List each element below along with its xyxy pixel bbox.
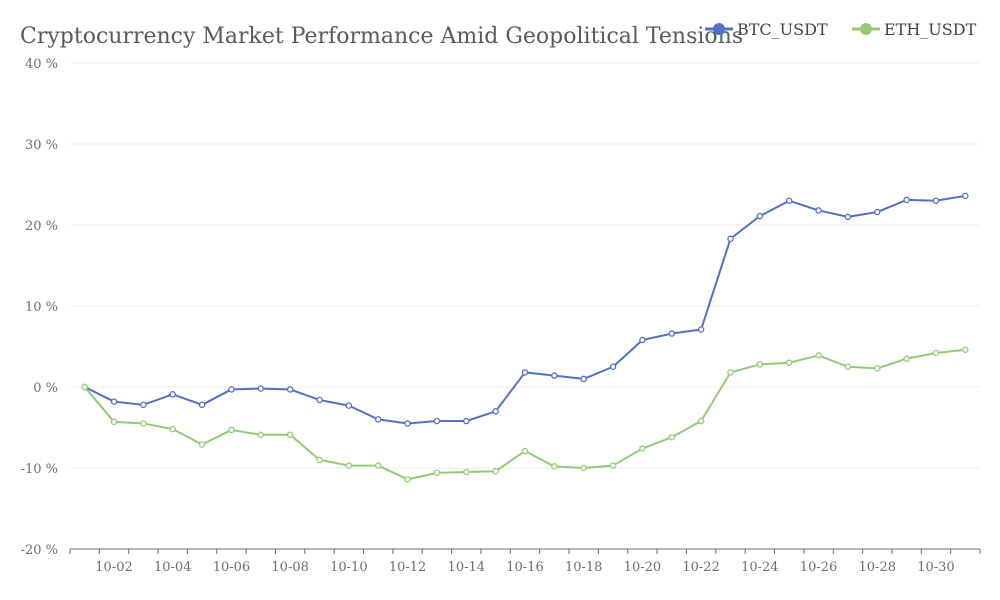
- data-point[interactable]: [81, 383, 88, 391]
- data-point[interactable]: [785, 359, 793, 366]
- y-tick-label: -20 %: [21, 543, 58, 558]
- y-tick-label: 0 %: [33, 381, 58, 396]
- data-point[interactable]: [844, 363, 852, 370]
- data-point[interactable]: [374, 462, 382, 469]
- series-btc-usdt: [81, 192, 969, 427]
- x-tick-label: 10-20: [624, 560, 661, 575]
- data-point[interactable]: [110, 398, 118, 405]
- x-tick-label: 10-12: [389, 560, 426, 575]
- data-point[interactable]: [639, 445, 646, 452]
- data-point[interactable]: [697, 417, 705, 425]
- x-tick-label: 10-06: [213, 560, 250, 575]
- data-point[interactable]: [198, 441, 206, 448]
- data-point[interactable]: [286, 431, 294, 439]
- data-point[interactable]: [169, 425, 176, 433]
- y-tick-label: 40 %: [25, 57, 58, 72]
- x-tick-label: 10-04: [154, 560, 191, 575]
- data-point[interactable]: [874, 365, 881, 372]
- data-point[interactable]: [609, 363, 617, 370]
- data-point[interactable]: [169, 391, 176, 398]
- data-point[interactable]: [727, 235, 734, 243]
- data-point[interactable]: [228, 426, 235, 434]
- y-axis: -20 % -10 % 0 % 10 % 20 % 30 % 40 %: [21, 57, 58, 558]
- legend-swatch-dot: [860, 23, 872, 35]
- data-point[interactable]: [844, 213, 852, 221]
- data-point[interactable]: [345, 402, 353, 409]
- x-tick-label: 10-14: [448, 560, 485, 575]
- series-layer: [81, 192, 969, 483]
- data-point[interactable]: [404, 476, 411, 483]
- data-point[interactable]: [551, 372, 558, 379]
- data-point[interactable]: [198, 401, 206, 409]
- data-point[interactable]: [756, 212, 764, 220]
- legend-label: BTC_USDT: [737, 20, 828, 39]
- data-point[interactable]: [345, 462, 353, 469]
- data-point[interactable]: [962, 346, 969, 353]
- x-tick-label: 10-30: [917, 560, 954, 575]
- data-point[interactable]: [463, 468, 470, 476]
- data-point[interactable]: [257, 385, 265, 392]
- x-tick-label: 10-28: [859, 560, 896, 575]
- x-tick-label: 10-08: [271, 560, 308, 575]
- x-tick-label: 10-26: [800, 560, 837, 575]
- data-point[interactable]: [140, 420, 147, 427]
- legend-swatch-dot: [713, 23, 725, 35]
- legend-label: ETH_USDT: [884, 20, 977, 39]
- data-point[interactable]: [551, 463, 558, 470]
- data-point[interactable]: [228, 386, 235, 393]
- x-tick-label: 10-02: [95, 560, 132, 575]
- data-point[interactable]: [433, 417, 441, 425]
- x-tick-label: 10-18: [565, 560, 602, 575]
- data-point[interactable]: [874, 208, 881, 216]
- x-axis: 10-02 10-04 10-06 10-08 10-10 10-12 10-14 10-16…: [69, 548, 981, 575]
- y-tick-label: 10 %: [25, 300, 58, 315]
- series-eth-usdt: [81, 346, 969, 483]
- data-point[interactable]: [962, 192, 969, 200]
- data-point[interactable]: [404, 420, 411, 427]
- data-point[interactable]: [286, 386, 294, 393]
- y-tick-label: 20 %: [25, 219, 58, 234]
- legend-item-eth-usdt[interactable]: ETH_USDT: [852, 20, 977, 39]
- x-tick-label: 10-10: [330, 560, 367, 575]
- data-point[interactable]: [580, 464, 587, 472]
- data-point[interactable]: [140, 401, 147, 409]
- data-point[interactable]: [727, 369, 734, 376]
- legend[interactable]: BTC_USDT ETH_USDT: [705, 20, 977, 39]
- data-point[interactable]: [580, 375, 587, 383]
- data-point[interactable]: [697, 326, 705, 333]
- legend-item-btc-usdt[interactable]: BTC_USDT: [705, 20, 828, 39]
- x-tick-label: 10-22: [682, 560, 719, 575]
- x-tick-label: 10-24: [741, 560, 778, 575]
- grid-lines: [70, 62, 980, 469]
- data-point[interactable]: [815, 207, 822, 214]
- y-tick-label: 30 %: [25, 138, 58, 153]
- data-point[interactable]: [756, 361, 764, 368]
- data-point[interactable]: [668, 330, 676, 337]
- data-point[interactable]: [903, 196, 910, 204]
- data-point[interactable]: [639, 336, 646, 344]
- data-point[interactable]: [433, 469, 441, 477]
- data-point[interactable]: [932, 349, 940, 357]
- data-point[interactable]: [521, 447, 529, 455]
- data-point[interactable]: [257, 431, 265, 439]
- data-point[interactable]: [668, 433, 676, 441]
- data-point[interactable]: [316, 456, 323, 464]
- data-point[interactable]: [609, 462, 617, 469]
- x-tick-label: 10-16: [506, 560, 543, 575]
- data-point[interactable]: [110, 418, 118, 426]
- data-point[interactable]: [492, 408, 499, 415]
- data-point[interactable]: [785, 197, 793, 204]
- data-point[interactable]: [316, 396, 323, 404]
- data-point[interactable]: [492, 467, 499, 475]
- data-point[interactable]: [521, 369, 529, 376]
- chart-title: Cryptocurrency Market Performance Amid G…: [20, 24, 743, 49]
- data-point[interactable]: [815, 352, 822, 359]
- data-point[interactable]: [903, 355, 910, 362]
- data-point[interactable]: [374, 416, 382, 423]
- data-point[interactable]: [932, 197, 940, 204]
- y-tick-label: -10 %: [21, 462, 58, 477]
- series-line: [84, 194, 966, 425]
- data-point[interactable]: [463, 417, 470, 425]
